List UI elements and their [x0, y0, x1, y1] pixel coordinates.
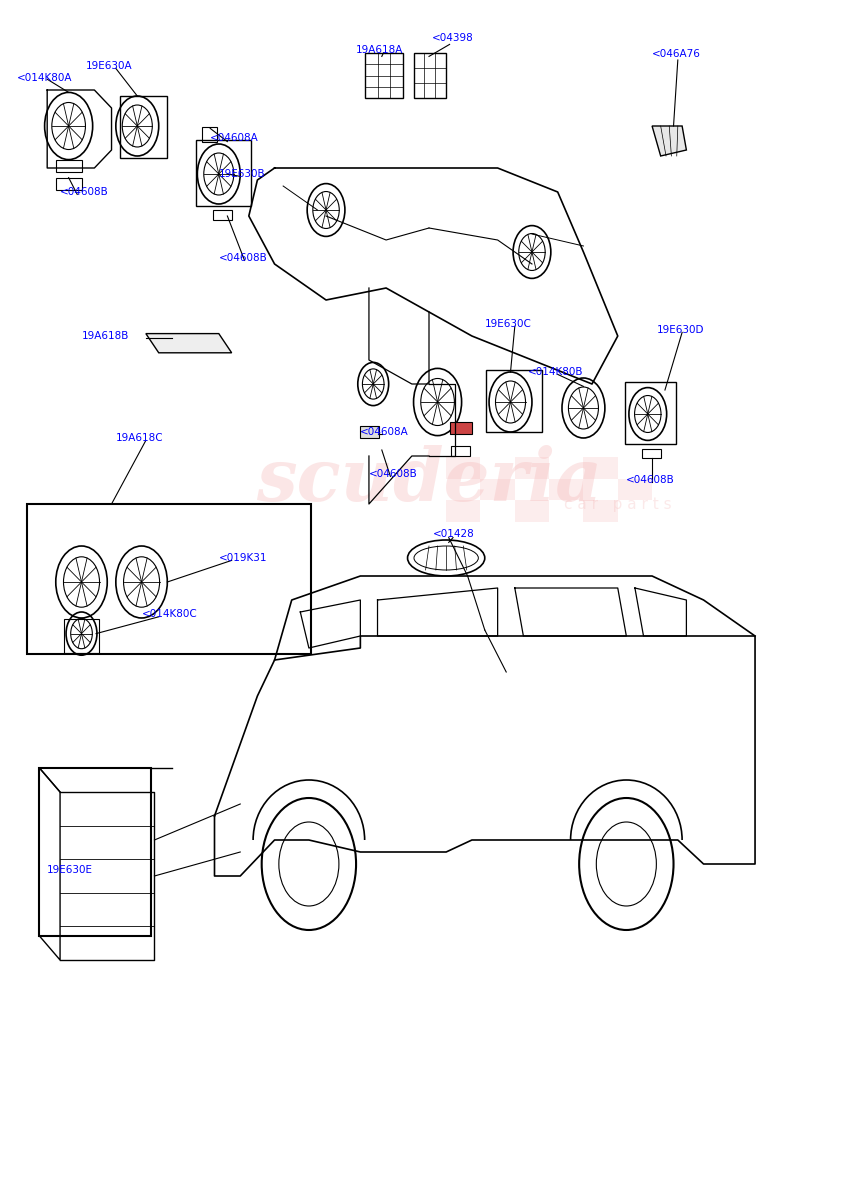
Bar [515, 500, 549, 522]
Text: 19E630B: 19E630B [219, 169, 265, 179]
Bar [549, 479, 583, 500]
Text: <04608A: <04608A [360, 427, 409, 437]
Bar [56, 178, 82, 190]
Bar [446, 457, 480, 479]
Text: <04608B: <04608B [60, 187, 109, 197]
Text: <014K80C: <014K80C [142, 610, 197, 619]
Text: <01428: <01428 [433, 529, 475, 539]
Bar [486, 370, 542, 432]
Text: 19E630A: 19E630A [86, 61, 132, 71]
Text: <04398: <04398 [432, 34, 474, 43]
Bar [202, 127, 217, 142]
Bar [446, 500, 480, 522]
Text: <04608B: <04608B [219, 253, 268, 263]
Text: <04608A: <04608A [210, 133, 259, 143]
Bar [618, 479, 652, 500]
Bar [39, 768, 151, 936]
Bar [450, 422, 472, 434]
Bar [365, 53, 403, 98]
Bar [451, 446, 470, 456]
Bar [213, 210, 232, 220]
Text: <046A76: <046A76 [652, 49, 701, 59]
Bar [64, 619, 99, 653]
Bar [480, 479, 515, 500]
Bar [625, 382, 676, 444]
Text: <014K80A: <014K80A [17, 73, 73, 83]
Text: 19E630E: 19E630E [47, 865, 94, 875]
Polygon shape [652, 126, 686, 156]
Text: <04608B: <04608B [626, 475, 675, 485]
Text: 19E630D: 19E630D [656, 325, 704, 335]
Bar [27, 504, 311, 654]
Text: 19A618B: 19A618B [82, 331, 129, 341]
Bar [583, 500, 618, 522]
Bar [642, 449, 661, 458]
Text: <04608B: <04608B [369, 469, 418, 479]
Bar [583, 457, 618, 479]
Text: c a r   p a r t s: c a r p a r t s [564, 497, 672, 511]
Polygon shape [146, 334, 232, 353]
Bar [515, 457, 549, 479]
Text: 19A618C: 19A618C [116, 433, 164, 443]
Bar [196, 140, 251, 206]
Bar [56, 160, 82, 172]
Bar [120, 96, 167, 158]
Bar [360, 426, 379, 438]
Text: scuderia: scuderia [256, 444, 602, 516]
Text: 19E630C: 19E630C [485, 319, 532, 329]
Bar [414, 53, 446, 98]
Text: 19A618A: 19A618A [356, 46, 403, 55]
Text: <014K80B: <014K80B [528, 367, 583, 377]
Text: <019K31: <019K31 [219, 553, 268, 563]
